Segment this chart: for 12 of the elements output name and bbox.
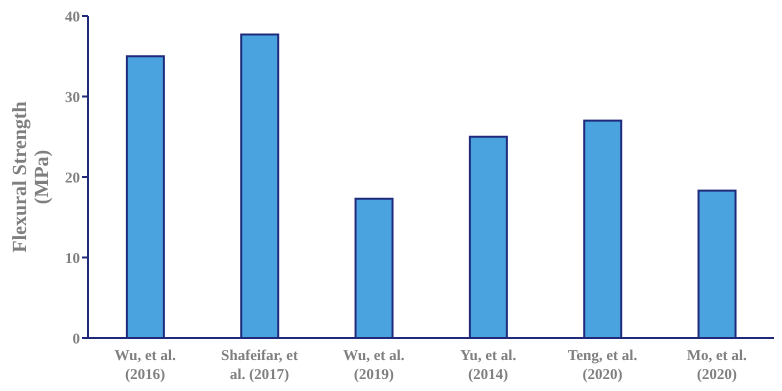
y-axis-title: Flexural Strength (MPa) [9, 101, 53, 253]
y-tick-label: 10 [65, 250, 80, 267]
x-tick-label: Wu, et al. (2019) [343, 348, 405, 383]
x-tick-label: Shafeifar, et al. (2017) [221, 348, 298, 383]
x-tick-label: Mo, et al. (2020) [686, 348, 748, 383]
y-tick-label: 20 [65, 170, 80, 186]
y-tick-label: 0 [72, 331, 80, 348]
x-tick-label: Wu, et al. (2016) [114, 348, 176, 383]
y-tick-label: 40 [65, 9, 80, 26]
y-tick-label: 30 [65, 90, 80, 106]
x-tick-label: Yu, et al. (2014) [460, 348, 516, 383]
x-tick-label: Teng, et al. (2020) [568, 348, 638, 383]
